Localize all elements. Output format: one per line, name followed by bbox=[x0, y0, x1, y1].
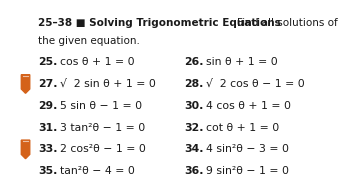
Text: √ 2 cos θ − 1 = 0: √ 2 cos θ − 1 = 0 bbox=[206, 79, 305, 89]
Text: 34.: 34. bbox=[184, 145, 203, 155]
Text: 32.: 32. bbox=[184, 123, 203, 133]
Text: √ 2 sin θ + 1 = 0: √ 2 sin θ + 1 = 0 bbox=[60, 79, 156, 89]
Text: cot θ + 1 = 0: cot θ + 1 = 0 bbox=[206, 123, 279, 133]
Polygon shape bbox=[21, 140, 30, 159]
Text: 3 tan²θ − 1 = 0: 3 tan²θ − 1 = 0 bbox=[60, 123, 145, 133]
Text: cos θ + 1 = 0: cos θ + 1 = 0 bbox=[60, 57, 135, 67]
Text: Find all solutions of: Find all solutions of bbox=[237, 18, 337, 28]
Text: the given equation.: the given equation. bbox=[38, 36, 140, 46]
Text: 25–38 ■ Solving Trigonometric Equations: 25–38 ■ Solving Trigonometric Equations bbox=[38, 18, 281, 28]
Text: 9 sin²θ − 1 = 0: 9 sin²θ − 1 = 0 bbox=[206, 166, 289, 176]
Text: 4 cos θ + 1 = 0: 4 cos θ + 1 = 0 bbox=[206, 101, 291, 111]
Text: 35.: 35. bbox=[38, 166, 57, 176]
Polygon shape bbox=[21, 75, 30, 93]
Text: 27.: 27. bbox=[38, 79, 57, 89]
Text: tan²θ − 4 = 0: tan²θ − 4 = 0 bbox=[60, 166, 135, 176]
Text: 36.: 36. bbox=[184, 166, 203, 176]
Text: 2 cos²θ − 1 = 0: 2 cos²θ − 1 = 0 bbox=[60, 145, 146, 155]
Text: 30.: 30. bbox=[184, 101, 203, 111]
Text: 5 sin θ − 1 = 0: 5 sin θ − 1 = 0 bbox=[60, 101, 142, 111]
Text: 26.: 26. bbox=[184, 57, 203, 67]
Text: 33.: 33. bbox=[38, 145, 57, 155]
Text: 29.: 29. bbox=[38, 101, 57, 111]
Text: 28.: 28. bbox=[184, 79, 203, 89]
Text: 25.: 25. bbox=[38, 57, 57, 67]
Text: 4 sin²θ − 3 = 0: 4 sin²θ − 3 = 0 bbox=[206, 145, 289, 155]
Text: sin θ + 1 = 0: sin θ + 1 = 0 bbox=[206, 57, 278, 67]
Text: 31.: 31. bbox=[38, 123, 57, 133]
